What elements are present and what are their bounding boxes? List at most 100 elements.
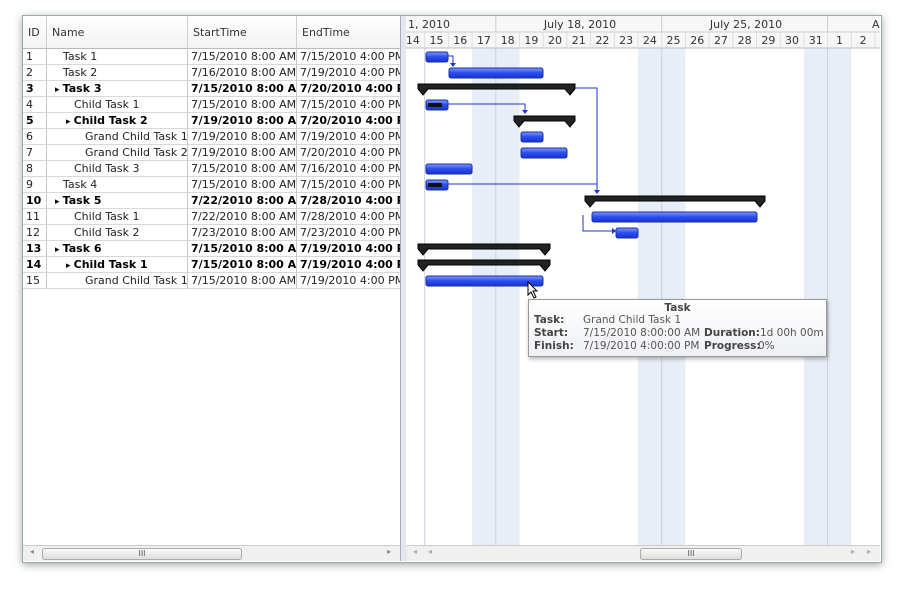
grid-panel: ID Name StartTime EndTime 1 Task 1 7/15/2010 8… <box>23 16 400 544</box>
grid-cell: 5 <box>23 113 47 129</box>
column-header: EndTime <box>297 16 400 49</box>
value: 7/15/2010 8:00:00 AM <box>583 327 701 339</box>
expander[interactable]: ▸ <box>66 261 74 271</box>
grid-cell: 9 <box>23 177 47 193</box>
day-label: 22 <box>595 34 609 47</box>
grid-cell: 7/19/2010 4:00 PM <box>297 257 400 273</box>
day-label: 17 <box>477 34 491 47</box>
scroll-right-arrow[interactable]: ▸ <box>851 547 856 556</box>
grid-cell: 7/15/2010 4:00 PM <box>297 97 400 113</box>
day-label: 18 <box>501 34 515 47</box>
day-label: 16 <box>453 34 467 47</box>
left-scrollbar[interactable]: III ◂ ▸ <box>23 545 400 561</box>
value: 0% <box>758 340 775 352</box>
grid-cell: 7/19/2010 4:00 PM <box>297 241 400 257</box>
task-bar <box>425 275 544 287</box>
scroll-thumb[interactable]: III <box>42 548 242 560</box>
grid-cell: Child Task 1 <box>47 209 188 225</box>
day-label: 23 <box>619 34 633 47</box>
label: Progress: <box>704 340 761 352</box>
grid-cell: 7/16/2010 8:00 AM <box>188 65 297 81</box>
grid-cell: 7/20/2010 4:00 PM <box>297 145 400 161</box>
arrow-head <box>522 110 528 114</box>
grid-cell: Task 2 <box>47 65 188 81</box>
grid-cell: 7/23/2010 8:00 AM <box>188 225 297 241</box>
grid-cell: Child Task 1 <box>47 97 188 113</box>
scroll-right-arrow[interactable]: ▸ <box>867 547 872 556</box>
day-label: 21 <box>572 34 586 47</box>
day-label: 25 <box>667 34 681 47</box>
summary-bar <box>584 195 766 208</box>
day-label: 27 <box>714 34 728 47</box>
grid-cell: 7/15/2010 8:00 AM <box>188 81 297 97</box>
day-label: 15 <box>430 34 444 47</box>
dependency-link <box>448 55 454 64</box>
value: Grand Child Task 1 <box>583 314 682 326</box>
tooltip-title: Task <box>664 302 691 314</box>
arrow-head <box>612 228 616 234</box>
summary-bar <box>417 83 576 96</box>
grid-cell: 7/15/2010 4:00 PM <box>297 177 400 193</box>
expander[interactable]: ▸ <box>55 85 63 95</box>
grid-cell: 11 <box>23 209 47 225</box>
task-bar <box>615 227 639 239</box>
day-label: 24 <box>643 34 657 47</box>
grid-cell: Grand Child Task 1 <box>47 129 188 145</box>
grid-cell: 7/19/2010 4:00 PM <box>297 129 400 145</box>
grid-cell: 7/15/2010 8:00 AM <box>188 49 297 65</box>
grid-cell: ▸ Child Task 1 <box>47 257 188 273</box>
scroll-right-arrow[interactable]: ▸ <box>387 547 392 556</box>
task-bar <box>425 51 449 63</box>
grid-cell: 7/19/2010 8:00 AM <box>188 129 297 145</box>
grid-cell: 7/23/2010 4:00 PM <box>297 225 400 241</box>
scroll-left-arrow[interactable]: ◂ <box>30 547 35 556</box>
column-header: ID <box>23 16 47 49</box>
grid-cell: 7/15/2010 8:00 AM <box>188 177 297 193</box>
grid-cell: 7/28/2010 4:00 PM <box>297 193 400 209</box>
day-label: 29 <box>761 34 775 47</box>
tooltip: Task Task: Grand Child Task 1 Start: 7/1… <box>528 299 827 357</box>
arrow-head <box>450 63 456 67</box>
grid-cell: 7/20/2010 4:00 PM <box>297 113 400 129</box>
grid-cell: 8 <box>23 161 47 177</box>
expander[interactable]: ▸ <box>55 197 63 207</box>
task-bar <box>425 163 473 175</box>
label: Task: <box>534 314 565 326</box>
grid-cell: 7/19/2010 8:00 AM <box>188 145 297 161</box>
grid-cell: ▸ Task 3 <box>47 81 188 97</box>
summary-bar <box>417 243 551 256</box>
gantt-chart: 1, 2010 July 18, 2010 July 25, 2010 A 14 15 16… <box>406 16 880 545</box>
expander[interactable]: ▸ <box>66 117 74 127</box>
grid-cell: 7/15/2010 8:00 AM <box>188 273 297 289</box>
grid-cell: 7/15/2010 8:00 AM <box>188 257 297 273</box>
value: 7/19/2010 4:00:00 PM <box>583 340 700 352</box>
scroll-thumb[interactable]: III <box>640 548 742 560</box>
right-scrollbar[interactable]: III ◂ ◂ ▸ ▸ <box>407 545 880 561</box>
mouse-cursor <box>527 280 539 299</box>
grid-cell: Task 4 <box>47 177 188 193</box>
grid-cell: 2 <box>23 65 47 81</box>
grid-cell: 7/15/2010 8:00 AM <box>188 161 297 177</box>
task-bar <box>520 131 544 143</box>
grid-cell: 12 <box>23 225 47 241</box>
dependency-link <box>448 183 598 191</box>
scroll-left-arrow[interactable]: ◂ <box>428 547 433 556</box>
scroll-left-arrow[interactable]: ◂ <box>413 547 418 556</box>
grid-cell: 4 <box>23 97 47 113</box>
grid-cell: 7/19/2010 8:00 AM <box>188 113 297 129</box>
label: Duration: <box>704 327 760 339</box>
summary-bar <box>513 115 576 128</box>
grid-cell: 13 <box>23 241 47 257</box>
expander[interactable]: ▸ <box>55 245 63 255</box>
grid-cell: Grand Child Task 1 <box>47 273 188 289</box>
grid-cell: Task 1 <box>47 49 188 65</box>
value: 1d 00h 00m <box>760 327 824 339</box>
column-header: StartTime <box>188 16 297 49</box>
arrow-head <box>594 190 600 194</box>
dependency-link <box>448 103 526 111</box>
month-label: A <box>872 18 880 31</box>
progress-bar <box>428 183 442 187</box>
grid-cell: 7/22/2010 8:00 AM <box>188 209 297 225</box>
grid-cell: ▸ Task 6 <box>47 241 188 257</box>
